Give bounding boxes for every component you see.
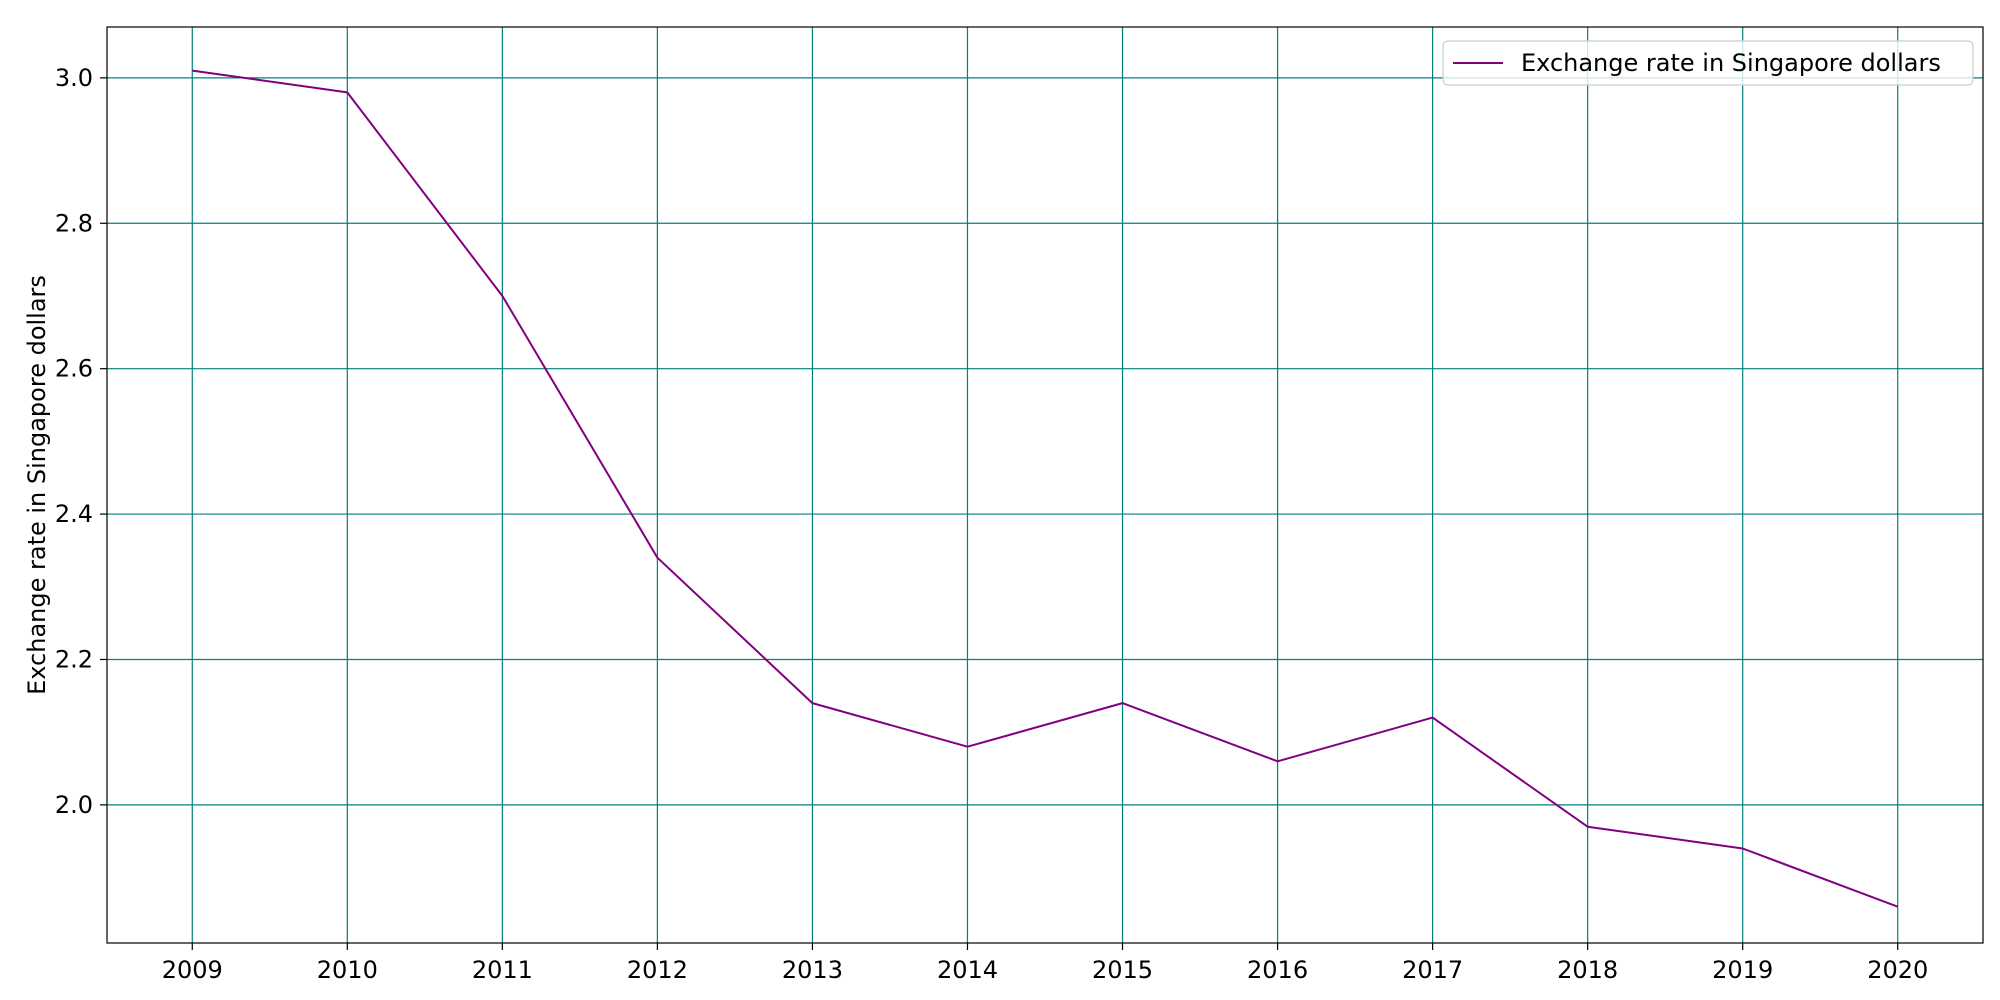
y-tick-label: 2.2 — [55, 645, 93, 673]
x-tick-label: 2009 — [162, 956, 223, 984]
series-layer — [192, 69, 1899, 908]
legend-box — [1442, 40, 1974, 86]
y-tick-label: 3.0 — [55, 64, 93, 92]
plot-frame — [106, 26, 1984, 944]
y-tick-label: 2.8 — [55, 209, 93, 237]
x-tick-label: 2013 — [782, 956, 843, 984]
x-tick-label: 2018 — [1557, 956, 1618, 984]
x-tick-label: 2010 — [317, 956, 378, 984]
y-axis: 2.0 2.2 2.4 2.6 2.8 3.0 — [55, 64, 107, 819]
legend-entry: Exchange rate in Singapore dollars — [1521, 49, 1941, 77]
series-line — [192, 69, 1899, 908]
x-tick-label: 2014 — [937, 956, 998, 984]
x-tick-label: 2015 — [1092, 956, 1153, 984]
y-tick-label: 2.6 — [55, 355, 93, 383]
x-tick-label: 2020 — [1867, 956, 1928, 984]
y-axis-label: Exchange rate in Singapore dollars — [23, 275, 51, 695]
x-axis: 2009 2010 2011 2012 2013 2014 2015 2016 2017 2018… — [162, 943, 1928, 984]
grid-lines — [107, 27, 1983, 943]
x-tick-label: 2016 — [1247, 956, 1308, 984]
legend: Exchange rate in Singapore dollars — [1442, 40, 1974, 86]
x-tick-label: 2017 — [1402, 956, 1463, 984]
x-tick-label: 2012 — [627, 956, 688, 984]
y-tick-label: 2.0 — [55, 791, 93, 819]
x-tick-label: 2011 — [472, 956, 533, 984]
x-tick-label: 2019 — [1712, 956, 1773, 984]
y-tick-label: 2.4 — [55, 500, 93, 528]
